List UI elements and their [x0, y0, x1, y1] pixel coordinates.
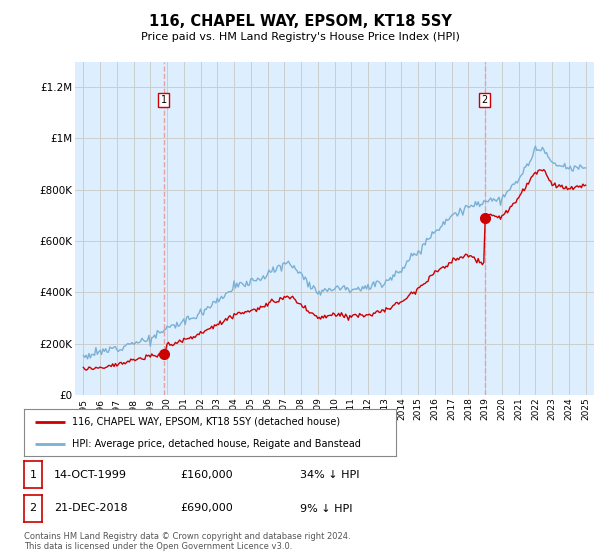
Text: HPI: Average price, detached house, Reigate and Banstead: HPI: Average price, detached house, Reig…: [73, 438, 361, 449]
Text: 116, CHAPEL WAY, EPSOM, KT18 5SY: 116, CHAPEL WAY, EPSOM, KT18 5SY: [149, 14, 451, 29]
Text: 2: 2: [482, 95, 488, 105]
Text: 2: 2: [29, 503, 37, 514]
Text: £160,000: £160,000: [180, 470, 233, 480]
Text: 21-DEC-2018: 21-DEC-2018: [54, 503, 128, 514]
Text: Contains HM Land Registry data © Crown copyright and database right 2024.
This d: Contains HM Land Registry data © Crown c…: [24, 532, 350, 552]
Text: 9% ↓ HPI: 9% ↓ HPI: [300, 503, 353, 514]
Text: 116, CHAPEL WAY, EPSOM, KT18 5SY (detached house): 116, CHAPEL WAY, EPSOM, KT18 5SY (detach…: [73, 417, 340, 427]
Text: 14-OCT-1999: 14-OCT-1999: [54, 470, 127, 480]
Text: 34% ↓ HPI: 34% ↓ HPI: [300, 470, 359, 480]
Text: 1: 1: [161, 95, 167, 105]
Text: 1: 1: [29, 470, 37, 480]
Text: £690,000: £690,000: [180, 503, 233, 514]
Text: Price paid vs. HM Land Registry's House Price Index (HPI): Price paid vs. HM Land Registry's House …: [140, 32, 460, 42]
